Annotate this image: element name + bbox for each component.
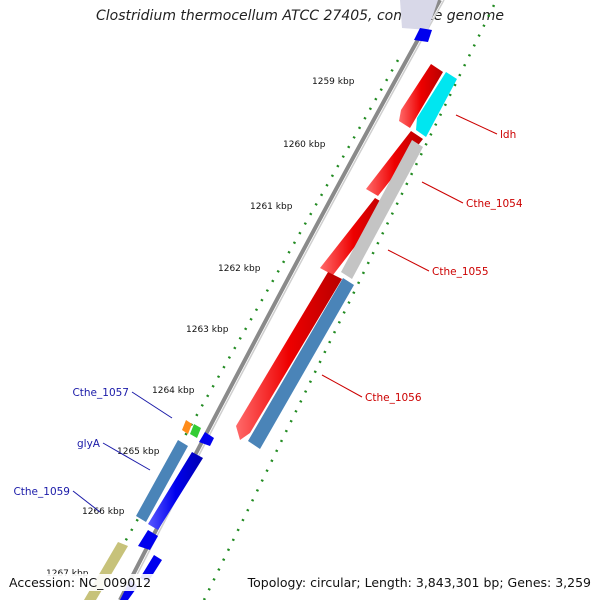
tick-label: 1259 kbp (312, 77, 355, 87)
cds-blue-1059 (138, 530, 158, 550)
gene-label-cthe_1059-leader-line (72, 490, 101, 513)
cds-cyan-ldh (416, 72, 457, 137)
tick-label: 1265 kbp (117, 447, 160, 457)
gene-label-cthe_1056-leader-line (321, 374, 363, 398)
cds-grey-1055 (341, 140, 423, 279)
genome-summary-text: Topology: circular; Length: 3,843,301 bp… (244, 574, 594, 591)
genome-backbone-shadow (123, 0, 445, 600)
outer-dotted-guide (202, 4, 496, 600)
gene-label-cthe_1059[interactable]: Cthe_1059 (13, 486, 70, 498)
inner-dotted-guide (90, 59, 400, 600)
tick-label: 1266 kbp (82, 507, 125, 517)
cds-steelblue-1056 (248, 278, 354, 449)
tick-label: 1264 kbp (152, 386, 195, 396)
accession-text: Accession: NC_009012 (6, 574, 155, 591)
gene-label-glya[interactable]: glyA (77, 438, 101, 450)
cds-blue-glyA (148, 452, 203, 530)
cds-orange (182, 420, 192, 434)
cds-red-4 (236, 272, 342, 440)
cds-top-grey (400, 0, 438, 30)
tick-label: 1261 kbp (250, 202, 293, 212)
gene-label-cthe_1054[interactable]: Cthe_1054 (466, 198, 523, 210)
gene-label-cthe_1057-leader-line (131, 391, 173, 419)
gene-label-cthe_1054-leader-line (421, 181, 464, 204)
gene-label-ldh[interactable]: ldh (500, 129, 516, 141)
tick-label: 1262 kbp (218, 264, 261, 274)
cds-top-blue (414, 28, 432, 42)
cds-olive (84, 542, 128, 600)
cds-red-3 (320, 198, 387, 275)
gene-label-cthe_1055[interactable]: Cthe_1055 (432, 266, 489, 278)
gene-label-glya-leader-line (102, 442, 151, 471)
tick-label: 1260 kbp (283, 140, 326, 150)
gene-label-cthe_1055-leader-line (387, 249, 430, 272)
gene-label-cthe_1057[interactable]: Cthe_1057 (72, 387, 129, 399)
gene-labels: ldh Cthe_1054 Cthe_1055 Cthe_1056 Cthe_1057g… (13, 114, 523, 513)
cds-blue-small (199, 432, 214, 446)
cds-green (190, 424, 201, 438)
gene-label-ldh-leader-line (455, 114, 498, 135)
cds-steelblue-1057 (136, 440, 188, 522)
gene-label-cthe_1056[interactable]: Cthe_1056 (365, 392, 422, 404)
tick-label: 1263 kbp (186, 325, 229, 335)
cds-red-1 (399, 64, 443, 128)
